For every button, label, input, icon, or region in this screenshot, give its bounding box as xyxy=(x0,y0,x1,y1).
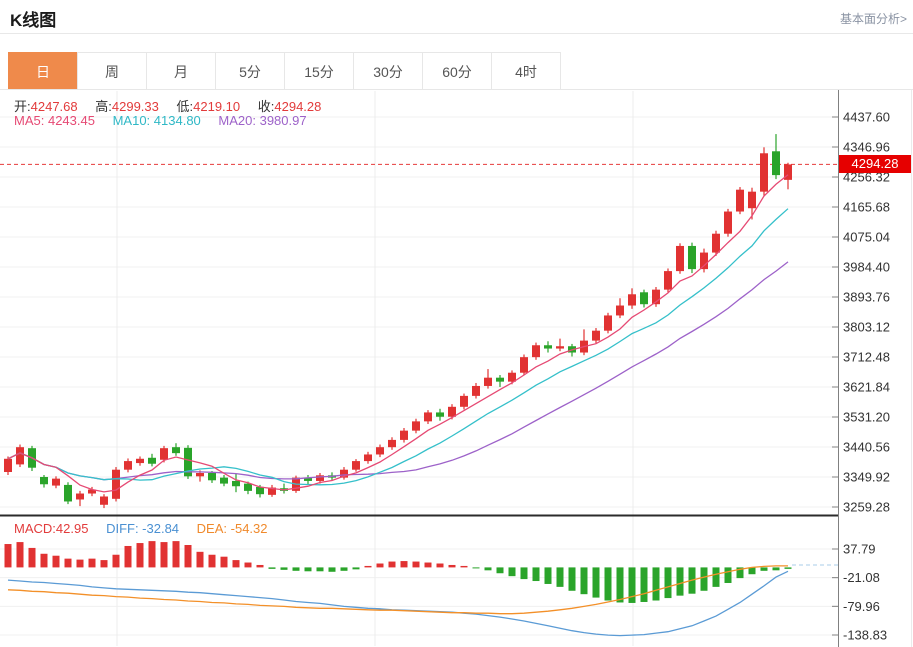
svg-text:3803.12: 3803.12 xyxy=(843,320,890,335)
svg-text:3984.40: 3984.40 xyxy=(843,260,890,275)
svg-text:-79.96: -79.96 xyxy=(843,599,880,614)
tab-day[interactable]: 日 xyxy=(8,52,78,90)
svg-text:4346.96: 4346.96 xyxy=(843,140,890,155)
tab-month[interactable]: 月 xyxy=(146,52,216,90)
interval-tabbar: 日 周 月 5分 15分 30分 60分 4时 xyxy=(8,52,561,90)
svg-text:3893.76: 3893.76 xyxy=(843,290,890,305)
tab-5min[interactable]: 5分 xyxy=(215,52,285,90)
fundamental-analysis-link[interactable]: 基本面分析> xyxy=(839,12,907,26)
svg-text:3440.56: 3440.56 xyxy=(843,440,890,455)
svg-text:3712.48: 3712.48 xyxy=(843,350,890,365)
svg-text:4437.60: 4437.60 xyxy=(843,110,890,125)
svg-text:3531.20: 3531.20 xyxy=(843,410,890,425)
header-divider xyxy=(0,33,913,34)
svg-text:37.79: 37.79 xyxy=(843,542,876,557)
tab-60min[interactable]: 60分 xyxy=(422,52,492,90)
last-price-tag: 4294.28 xyxy=(839,155,911,173)
svg-text:4256.32: 4256.32 xyxy=(843,170,890,185)
tab-30min[interactable]: 30分 xyxy=(353,52,423,90)
page-title: K线图 xyxy=(10,11,57,30)
svg-text:3621.84: 3621.84 xyxy=(843,380,890,395)
svg-text:4165.68: 4165.68 xyxy=(843,200,890,215)
svg-text:3259.28: 3259.28 xyxy=(843,500,890,515)
svg-text:4075.04: 4075.04 xyxy=(843,230,890,245)
svg-text:-21.08: -21.08 xyxy=(843,570,880,585)
svg-text:3349.92: 3349.92 xyxy=(843,470,890,485)
tab-15min[interactable]: 15分 xyxy=(284,52,354,90)
tabbar-underline xyxy=(0,89,913,90)
svg-text:-138.83: -138.83 xyxy=(843,628,887,643)
